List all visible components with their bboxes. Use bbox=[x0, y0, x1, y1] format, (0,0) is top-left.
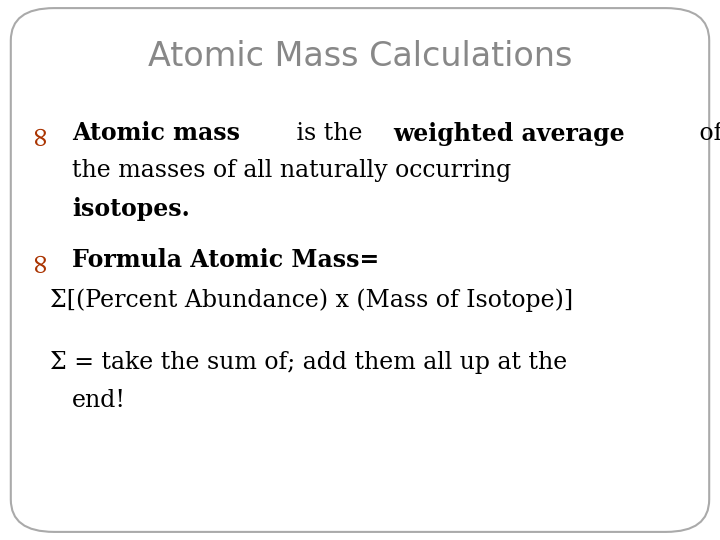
Text: Σ = take the sum of; add them all up at the: Σ = take the sum of; add them all up at … bbox=[50, 351, 567, 374]
Text: ∞: ∞ bbox=[26, 122, 53, 145]
Text: the masses of all naturally occurring: the masses of all naturally occurring bbox=[72, 159, 511, 183]
FancyBboxPatch shape bbox=[11, 8, 709, 532]
Text: Σ[(Percent Abundance) x (Mass of Isotope)]: Σ[(Percent Abundance) x (Mass of Isotope… bbox=[50, 289, 574, 313]
Text: of: of bbox=[692, 122, 720, 145]
Text: weighted average: weighted average bbox=[393, 122, 625, 145]
Text: ∞: ∞ bbox=[26, 248, 53, 272]
Text: is the: is the bbox=[289, 122, 370, 145]
Text: isotopes.: isotopes. bbox=[72, 197, 190, 221]
Text: end!: end! bbox=[72, 389, 126, 412]
Text: Formula Atomic Mass=: Formula Atomic Mass= bbox=[72, 248, 379, 272]
Text: Atomic Mass Calculations: Atomic Mass Calculations bbox=[148, 40, 572, 73]
Text: Atomic mass: Atomic mass bbox=[72, 122, 240, 145]
